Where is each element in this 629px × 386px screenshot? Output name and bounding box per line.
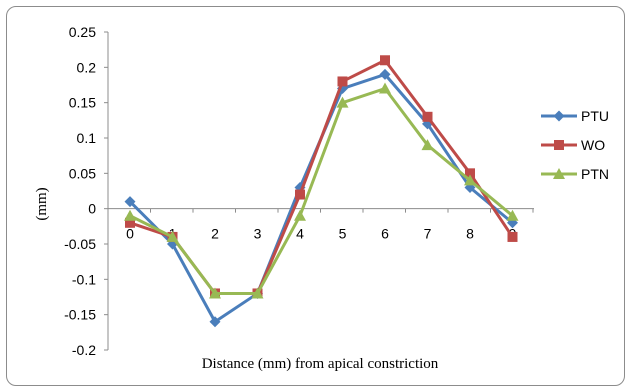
legend-item-wo: WO — [541, 137, 605, 153]
data-point-ptn — [421, 139, 434, 151]
chart-series — [124, 55, 519, 328]
tick-labels: -0.2-0.15-0.1-0.0500.050.10.150.20.25012… — [64, 24, 517, 358]
series-ptn — [124, 82, 519, 299]
chart-legend: PTU WO PTN — [541, 108, 609, 182]
x-tick-label: 6 — [381, 226, 389, 242]
data-point-ptn — [209, 287, 221, 299]
x-tick-label: 2 — [211, 226, 219, 242]
y-tick-label: 0.05 — [69, 165, 96, 181]
data-point-ptn — [506, 209, 519, 221]
legend-marker-ptu — [553, 110, 565, 122]
line-chart: -0.2-0.15-0.1-0.0500.050.10.150.20.25012… — [34, 24, 609, 372]
x-tick-label: 8 — [466, 226, 474, 242]
data-point-ptn — [251, 287, 264, 299]
x-tick-label: 3 — [254, 226, 262, 242]
data-point-ptu — [209, 316, 221, 328]
series-ptu — [124, 68, 518, 328]
series-line-ptn — [129, 87, 514, 295]
y-tick-label: -0.15 — [64, 307, 96, 323]
data-point-ptn — [464, 174, 476, 186]
data-point-ptn — [336, 96, 349, 108]
y-tick-label: 0.15 — [69, 95, 96, 111]
legend-marker-ptn — [553, 168, 565, 179]
data-point-ptu — [124, 196, 136, 208]
y-tick-label: 0.1 — [77, 130, 97, 146]
y-tick-label: -0.05 — [64, 236, 96, 252]
x-tick-label: 0 — [126, 226, 134, 242]
y-axis-title: (mm) — [34, 187, 50, 220]
chart-frame — [6, 6, 625, 386]
x-tick-label: 7 — [424, 226, 432, 242]
series-line-ptu — [128, 72, 514, 324]
legend-label-ptu: PTU — [581, 108, 609, 124]
y-tick-label: 0.25 — [69, 24, 96, 40]
data-point-wo — [337, 76, 348, 87]
legend-item-ptu: PTU — [541, 108, 609, 124]
data-point-ptn — [166, 230, 179, 242]
data-point-ptu — [379, 68, 391, 80]
x-tick-label: 4 — [296, 226, 304, 242]
legend-label-wo: WO — [581, 137, 605, 153]
y-tick-label: 0.2 — [77, 59, 97, 75]
data-point-wo — [125, 217, 135, 228]
legend-marker-wo — [554, 140, 564, 150]
data-point-wo — [380, 55, 390, 66]
y-tick-label: 0 — [88, 201, 96, 217]
legend-label-ptn: PTN — [581, 166, 609, 182]
data-point-ptn — [294, 209, 306, 221]
chart-axes — [104, 31, 534, 351]
data-point-wo — [507, 231, 518, 242]
data-point-wo — [295, 189, 305, 200]
y-tick-label: -0.1 — [72, 271, 96, 287]
x-axis-title: Distance (mm) from apical constriction — [202, 356, 439, 372]
data-point-ptn — [379, 82, 391, 94]
x-tick-label: 5 — [339, 226, 347, 242]
legend-item-ptn: PTN — [541, 166, 609, 182]
data-point-ptn — [124, 209, 136, 221]
y-tick-label: -0.2 — [72, 342, 96, 358]
data-point-wo — [422, 111, 433, 122]
data-point-wo — [465, 168, 475, 179]
